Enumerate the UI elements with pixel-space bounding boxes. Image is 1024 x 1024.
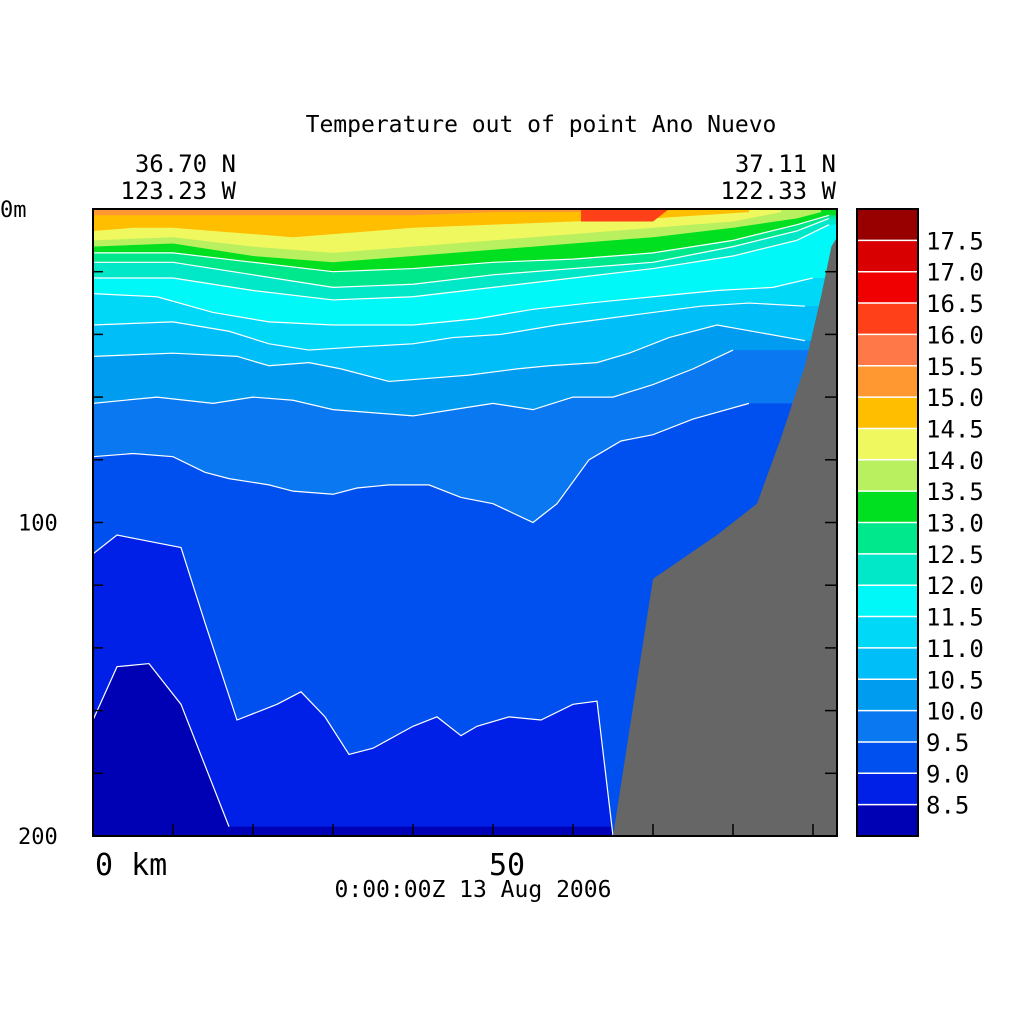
- isotherm-10: [93, 349, 734, 417]
- colorbar-label: 14.5: [926, 415, 984, 443]
- colorbar-label: 11.0: [926, 635, 984, 663]
- colorbar-label: 14.0: [926, 447, 984, 475]
- colorbar-swatch: [857, 710, 918, 742]
- colorbar-swatch: [857, 271, 918, 304]
- colorbar-swatch: [857, 303, 918, 335]
- band-16.0: [581, 209, 669, 222]
- end-longitude: 122.33 W: [720, 177, 836, 205]
- isotherm-10.5: [93, 324, 806, 383]
- colorbar-swatch: [857, 240, 918, 272]
- timestamp: 0:00:00Z 13 Aug 2006: [335, 877, 612, 903]
- colorbar-label: 15.5: [926, 353, 984, 381]
- colorbar-swatch: [857, 741, 918, 774]
- seafloor-bathymetry: [613, 237, 837, 836]
- colorbar-label: 10.5: [926, 666, 984, 694]
- colorbar-swatch: [857, 553, 918, 586]
- end-latitude: 37.11 N: [735, 150, 836, 178]
- colorbar-swatch: [857, 522, 918, 554]
- colorbar-swatch: [857, 491, 918, 523]
- colorbar-label: 12.5: [926, 541, 984, 569]
- colorbar-swatch: [857, 647, 918, 680]
- start-latitude: 36.70 N: [135, 150, 236, 178]
- colorbar-label: 11.5: [926, 604, 984, 632]
- start-longitude: 123.23 W: [120, 177, 236, 205]
- x-tick-label-50: 50: [489, 848, 525, 883]
- colorbar-label: 9.5: [926, 729, 969, 757]
- colorbar-label: 9.0: [926, 760, 969, 788]
- colorbar-label: 13.0: [926, 510, 984, 538]
- y-tick-label-0m: 0m: [0, 198, 27, 223]
- colorbar-swatch: [857, 209, 918, 241]
- colorbar-label: 8.5: [926, 792, 969, 820]
- isotherm-9: [93, 534, 614, 836]
- x-tick-label-0: 0 km: [95, 848, 167, 883]
- colorbar-swatch: [857, 397, 918, 429]
- colorbar-swatch: [857, 773, 918, 805]
- temperature-section-plot: [93, 209, 837, 836]
- colorbar-swatch: [857, 585, 918, 617]
- isotherm-lines: [93, 214, 830, 836]
- colorbar-swatch: [857, 428, 918, 460]
- colorbar: [856, 208, 919, 837]
- colorbar-label: 16.0: [926, 321, 984, 349]
- isotherm-13: [93, 214, 830, 273]
- colorbar-label: 17.0: [926, 259, 984, 287]
- colorbar-swatch: [857, 804, 918, 836]
- isotherm-12.5: [93, 217, 830, 288]
- y-tick-label-200: 200: [18, 825, 58, 850]
- isotherm-11: [93, 302, 806, 351]
- colorbar-labels: 17.5 17.0 16.5 16.0 15.5 15.0 14.5 14.0 13.5 13.0…: [926, 227, 984, 819]
- chart-title: Temperature out of point Ano Nuevo: [306, 112, 777, 138]
- colorbar-label: 15.0: [926, 384, 984, 412]
- colorbar-frame: [856, 208, 919, 837]
- colorbar-swatch: [857, 679, 918, 711]
- isotherm-9.5: [93, 402, 750, 524]
- colorbar-label: 16.5: [926, 290, 984, 318]
- y-tick-label-100: 100: [18, 512, 58, 537]
- band-15: [93, 209, 653, 216]
- colorbar-swatch: [857, 616, 918, 648]
- colorbar-label: 10.0: [926, 698, 984, 726]
- colorbar-swatch: [857, 459, 918, 492]
- axis-ticks: [93, 270, 837, 836]
- colorbar-label: 13.5: [926, 478, 984, 506]
- colorbar-swatch: [857, 334, 918, 366]
- isotherm-12: [93, 224, 830, 301]
- colorbar-swatch: [857, 365, 918, 398]
- isotherm-8.5: [93, 662, 230, 827]
- colorbar-label: 17.5: [926, 227, 984, 255]
- isotherm-11.5: [93, 277, 814, 326]
- colorbar-label: 12.0: [926, 572, 984, 600]
